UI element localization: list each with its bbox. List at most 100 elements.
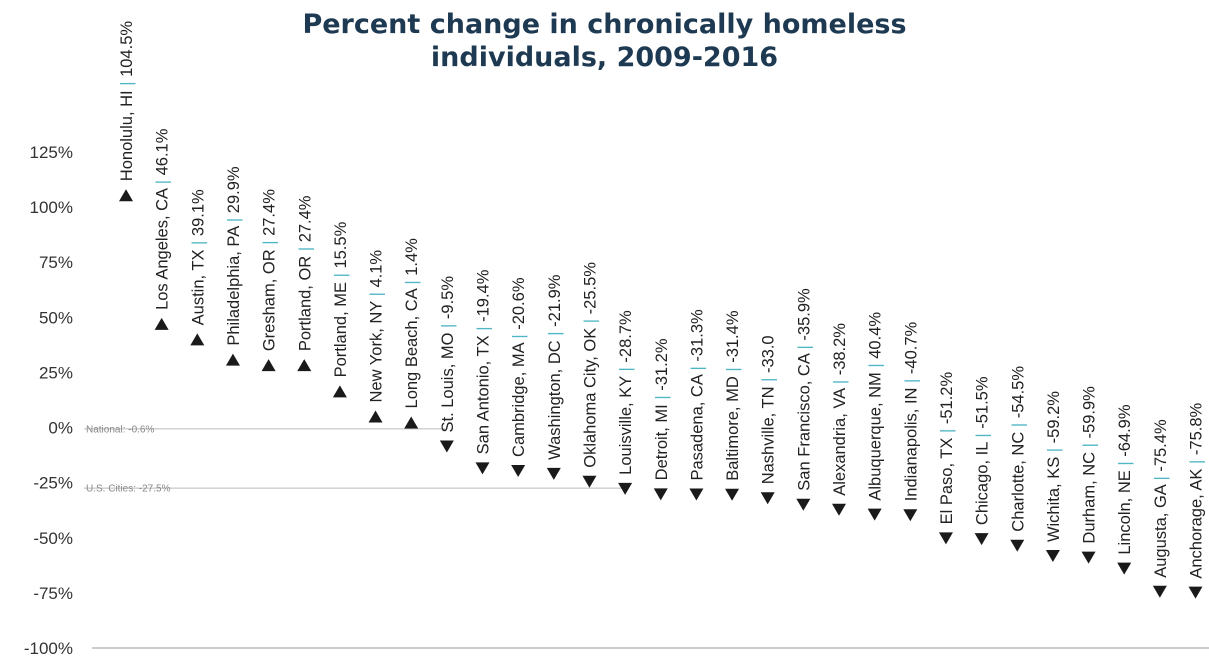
- data-point-marker: [689, 488, 704, 501]
- label-separator: |: [332, 269, 350, 278]
- data-value-label: 46.1%: [154, 128, 172, 175]
- chart-title-line-1: Percent change in chronically homeless: [302, 9, 907, 40]
- city-name: New York, NY: [368, 296, 386, 402]
- data-value-label: 4.1%: [368, 250, 386, 288]
- label-separator: |: [653, 391, 671, 400]
- data-point-marker: [225, 353, 240, 366]
- data-point-marker: [903, 509, 918, 522]
- label-separator: |: [867, 359, 885, 368]
- reference-line-label: U.S. Cities: -27.5%: [86, 484, 171, 495]
- data-point-label: Charlotte, NC | -54.5%: [1009, 366, 1027, 532]
- city-name: Washington, DC: [546, 336, 564, 460]
- data-point-label: San Antonio, TX | -19.4%: [475, 269, 493, 454]
- data-point-label: New York, NY | 4.1%: [368, 250, 386, 403]
- label-separator: |: [617, 363, 635, 372]
- city-name: Los Angeles, CA: [154, 184, 172, 310]
- y-tick-label: 125%: [30, 143, 73, 162]
- data-value-label: -19.4%: [475, 269, 493, 322]
- y-tick-label: -75%: [33, 584, 73, 603]
- data-value-label: -33.0: [760, 335, 778, 373]
- city-name: Albuquerque, NM: [867, 368, 885, 501]
- label-separator: |: [724, 363, 742, 372]
- city-name: Louisville, KY: [617, 371, 635, 474]
- city-name: Charlotte, NC: [1009, 427, 1027, 532]
- data-point-label: St. Louis, MO | -9.5%: [439, 276, 457, 433]
- label-separator: |: [154, 175, 172, 184]
- data-value-label: 29.9%: [225, 166, 243, 213]
- data-point-label: Baltimore, MD | -31.4%: [724, 310, 742, 481]
- label-separator: |: [368, 288, 386, 297]
- data-point-label: Detroit, MI | -31.2%: [653, 338, 671, 480]
- label-separator: |: [1009, 418, 1027, 427]
- data-point-marker: [404, 416, 419, 429]
- data-value-label: -51.2%: [938, 372, 956, 425]
- data-point-marker: [653, 488, 668, 501]
- label-separator: |: [510, 330, 528, 339]
- data-value-label: -20.6%: [510, 277, 528, 330]
- city-name: Honolulu, HI: [118, 86, 136, 181]
- chart-title-line-2: individuals, 2009-2016: [430, 42, 779, 73]
- data-point-marker: [332, 385, 347, 398]
- data-point-label: Augusta, GA | -75.4%: [1152, 419, 1170, 578]
- data-value-label: -75.8%: [1188, 402, 1206, 455]
- data-point-marker: [546, 467, 561, 480]
- data-point-marker: [760, 492, 775, 505]
- data-point-marker: [867, 508, 882, 521]
- y-tick-label: -50%: [33, 529, 73, 548]
- data-value-label: -35.9%: [795, 288, 813, 341]
- city-name: Philadelphia, PA: [225, 222, 243, 346]
- city-name: Baltimore, MD: [724, 372, 742, 481]
- city-name: Chicago, IL: [974, 438, 992, 525]
- city-name: El Paso, TX: [938, 433, 956, 524]
- data-value-label: 27.4%: [296, 195, 314, 242]
- data-point-label: Long Beach, CA | 1.4%: [403, 238, 421, 409]
- data-point-label: Lincoln, NE | -64.9%: [1116, 404, 1134, 554]
- label-separator: |: [403, 276, 421, 285]
- data-point-label: Durham, NC | -59.9%: [1081, 386, 1099, 544]
- data-point-marker: [1152, 585, 1167, 598]
- city-name: Anchorage, AK: [1188, 464, 1206, 579]
- reference-line-label: National: -0.6%: [86, 424, 154, 435]
- label-separator: |: [296, 242, 314, 251]
- city-name: San Francisco, CA: [795, 349, 813, 490]
- data-point-marker: [974, 533, 989, 546]
- data-point-label: Chicago, IL | -51.5%: [974, 376, 992, 525]
- data-point-label: San Francisco, CA | -35.9%: [795, 288, 813, 491]
- data-point-marker: [1045, 550, 1060, 563]
- data-point-marker: [1117, 562, 1132, 575]
- data-value-label: 27.4%: [261, 189, 279, 236]
- y-tick-label: 50%: [39, 308, 73, 327]
- city-name: Long Beach, CA: [403, 285, 421, 409]
- city-name: St. Louis, MO: [439, 328, 457, 433]
- data-points: Honolulu, HI | 104.5% Los Angeles, CA | 4…: [118, 21, 1206, 599]
- data-point-label: Anchorage, AK | -75.8%: [1188, 402, 1206, 578]
- label-separator: |: [1116, 457, 1134, 466]
- y-tick-label: 75%: [39, 253, 73, 272]
- data-point-label: Philadelphia, PA | 29.9%: [225, 166, 243, 346]
- label-separator: |: [189, 236, 207, 245]
- label-separator: |: [581, 314, 599, 323]
- data-point-label: Gresham, OR | 27.4%: [261, 189, 279, 351]
- label-separator: |: [475, 322, 493, 331]
- data-point-label: Oklahoma City, OK | -25.5%: [581, 262, 599, 468]
- data-point-marker: [261, 359, 276, 372]
- label-separator: |: [261, 236, 279, 245]
- label-separator: |: [795, 341, 813, 350]
- data-point-label: Indianapolis, IN | -40.7%: [902, 321, 920, 501]
- y-tick-label: 100%: [30, 198, 73, 217]
- data-value-label: -31.3%: [688, 309, 706, 362]
- y-tick-label: 25%: [39, 363, 73, 382]
- city-name: Alexandria, VA: [831, 384, 849, 496]
- data-value-label: -75.4%: [1152, 419, 1170, 472]
- city-name: Detroit, MI: [653, 400, 671, 481]
- city-name: Portland, ME: [332, 277, 350, 377]
- reference-lines: National: -0.6% U.S. Cities: -27.5%: [84, 424, 622, 495]
- label-separator: |: [831, 375, 849, 384]
- data-point-label: Portland, OR | 27.4%: [296, 195, 314, 351]
- y-tick-label: -25%: [33, 474, 73, 493]
- data-point-label: Washington, DC | -21.9%: [546, 274, 564, 460]
- label-separator: |: [902, 374, 920, 383]
- data-point-label: Austin, TX | 39.1%: [189, 189, 207, 325]
- data-point-marker: [618, 482, 633, 495]
- data-point-marker: [832, 503, 846, 516]
